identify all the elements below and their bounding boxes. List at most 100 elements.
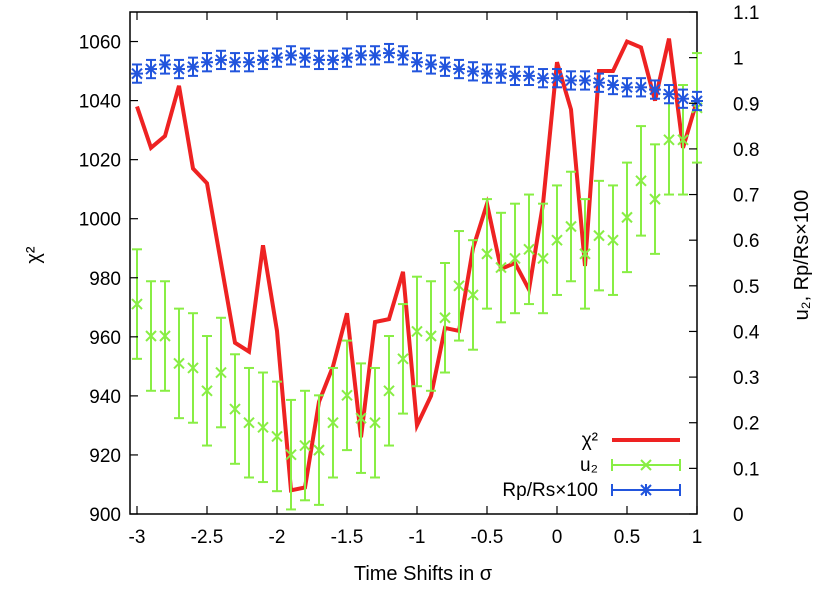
u2-marker	[383, 385, 395, 397]
rprs-point	[397, 45, 409, 66]
u2-point	[131, 248, 143, 360]
u2-marker	[411, 325, 423, 338]
u2-point	[481, 198, 493, 310]
rprs-point	[341, 47, 353, 68]
u2-marker	[201, 385, 213, 397]
rprs-point	[187, 56, 199, 77]
rprs-point	[425, 54, 437, 75]
y2-tick-label: 0.6	[733, 231, 759, 252]
x-tick-label: 1	[692, 527, 703, 548]
y2-tick-label: 0.1	[733, 459, 759, 480]
rprs-point	[439, 56, 451, 77]
rprs-point	[131, 63, 143, 84]
u2-point	[215, 316, 227, 429]
x-tick-label: 0	[552, 527, 563, 548]
rprs-point	[257, 49, 269, 71]
y2-tick-label: 0.2	[733, 414, 759, 435]
u2-point	[509, 202, 521, 315]
legend-entry-u2: u₂	[580, 455, 681, 476]
u2-point	[537, 202, 549, 315]
u2-point	[243, 366, 255, 479]
u2-marker	[621, 211, 633, 224]
y-tick-label: 940	[89, 387, 121, 408]
legend-swatch-u2	[611, 459, 681, 471]
x-tick-label: -0.5	[471, 527, 504, 548]
y2-tick-label: 0.5	[733, 277, 759, 298]
u2-point	[271, 380, 283, 493]
rprs-point	[271, 47, 283, 68]
u2-marker	[131, 298, 143, 310]
rprs-point	[285, 45, 297, 66]
y-tick-label: 900	[89, 505, 121, 526]
rprs-point	[327, 49, 339, 71]
u2-marker	[565, 220, 577, 233]
u2-point	[173, 307, 185, 420]
u2-marker	[677, 134, 689, 146]
u2-series	[131, 52, 703, 511]
y-tick-label: 1020	[79, 151, 121, 172]
u2-marker	[607, 234, 619, 246]
y-tick-label: 1040	[79, 92, 121, 113]
u2-marker	[173, 357, 185, 370]
u2-point	[593, 179, 605, 292]
u2-marker	[271, 430, 283, 443]
u2-point	[285, 398, 297, 511]
rprs-point	[411, 52, 423, 73]
u2-marker	[159, 330, 171, 342]
u2-point	[607, 184, 619, 296]
u2-point	[229, 353, 241, 465]
y-tick-label: 1000	[79, 210, 121, 231]
rprs-point	[215, 49, 227, 71]
u2-marker	[481, 248, 493, 260]
u2-marker	[551, 234, 563, 246]
u2-point	[383, 335, 395, 447]
rprs-point	[579, 70, 591, 91]
u2-marker	[635, 175, 647, 187]
rprs-point	[313, 49, 325, 71]
u2-point	[523, 193, 535, 306]
u2-marker	[509, 252, 521, 265]
rprs-point	[383, 42, 395, 64]
legend-swatch-rprs	[611, 484, 681, 496]
rprs-point	[495, 63, 507, 84]
u2-point	[341, 339, 353, 452]
u2-marker	[537, 252, 549, 265]
u2-marker	[145, 330, 157, 342]
u2-point	[635, 125, 647, 237]
plot-border	[129, 11, 698, 515]
u2-marker	[187, 362, 199, 374]
u2-point	[257, 371, 269, 484]
rprs-point	[649, 79, 661, 100]
y-tick-label: 1060	[79, 33, 121, 54]
rprs-point	[173, 58, 185, 80]
u2-point	[369, 366, 381, 479]
rprs-point	[537, 68, 549, 89]
y-axis-title: χ²	[23, 246, 45, 263]
x-tick-label: 0.5	[614, 527, 640, 548]
u2-marker	[439, 312, 451, 324]
rprs-point	[467, 61, 479, 82]
u2-point	[551, 184, 563, 296]
u2-marker	[369, 417, 381, 429]
rprs-point	[607, 74, 619, 96]
legend-label-chi2: χ²	[582, 430, 598, 451]
rprs-point	[593, 72, 605, 93]
y2-tick-label: 1	[733, 49, 744, 70]
u2-marker	[593, 229, 605, 242]
y-tick-label: 920	[89, 446, 121, 467]
u2-point	[145, 280, 157, 392]
u2-point	[397, 303, 409, 415]
legend-entry-rprs: Rp/Rs×100	[502, 480, 681, 501]
legend-u2-marker	[640, 459, 652, 471]
rprs-point	[355, 45, 367, 66]
rprs-point	[481, 63, 493, 84]
u2-point	[453, 230, 465, 342]
u2-point	[621, 161, 633, 274]
u2-point	[649, 143, 661, 255]
rprs-point	[635, 77, 647, 98]
rprs-point	[565, 70, 577, 91]
rprs-point	[677, 88, 689, 109]
u2-point	[201, 335, 213, 447]
u2-point	[187, 312, 199, 424]
